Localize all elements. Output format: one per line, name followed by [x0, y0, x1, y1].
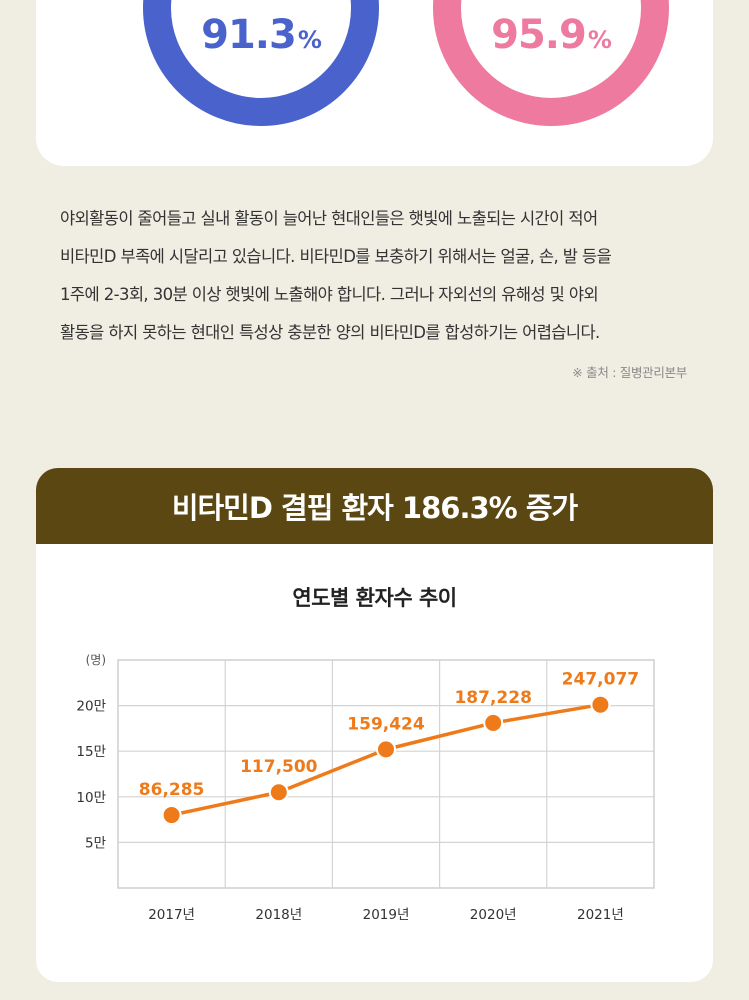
description-text: 야외활동이 줄어들고 실내 활동이 늘어난 현대인들은 햇빛에 노출되는 시간이…	[60, 200, 700, 352]
data-point	[161, 805, 182, 826]
description-line: 야외활동이 줄어들고 실내 활동이 늘어난 현대인들은 햇빛에 노출되는 시간이…	[60, 209, 598, 228]
data-point	[483, 712, 504, 733]
y-tick-label: 20만	[76, 699, 106, 715]
x-tick-label: 2021년	[577, 907, 624, 923]
right-percentage: 95.9%	[491, 12, 612, 58]
section-header: 비타민D 결핍 환자 186.3% 증가	[36, 468, 713, 544]
x-tick-label: 2020년	[470, 907, 517, 923]
description-line: 비타민D 부족에 시달리고 있습니다. 비타민D를 보충하기 위해서는 얼굴, …	[60, 247, 612, 266]
data-point	[376, 739, 396, 760]
data-point	[590, 694, 611, 715]
data-point	[268, 782, 289, 803]
x-tick-label: 2019년	[363, 907, 410, 923]
line-chart: 5만 10만 15만 20만 (명) 2017년 2018년 2019년 2020년 2021년 8…	[76, 653, 655, 923]
y-tick-label: 5만	[85, 835, 106, 851]
chart-title: 연도별 환자수 추이	[292, 586, 457, 610]
left-percentage: 91.3%	[201, 12, 322, 58]
x-tick-label: 2018년	[255, 907, 302, 923]
source-note: ※ 출처 : 질병관리본부	[572, 365, 687, 380]
y-axis-unit: (명)	[86, 653, 106, 667]
description-line: 1주에 2-3회, 30분 이상 햇빛에 노출해야 합니다. 그러나 자외선의 …	[60, 285, 599, 304]
data-label: 159,424	[347, 714, 425, 734]
chart-card: 비타민D 결핍 환자 186.3% 증가 연도별 환자수 추이 5만 10만 15만…	[36, 468, 713, 982]
description-line: 활동을 하지 못하는 현대인 특성상 충분한 양의 비타민D를 합성하기는 어렵…	[60, 323, 600, 342]
plot-frame	[117, 659, 655, 889]
data-label: 86,285	[139, 780, 205, 800]
y-tick-label: 15만	[76, 744, 106, 760]
y-tick-label: 10만	[76, 790, 106, 806]
data-label: 247,077	[562, 670, 639, 690]
x-tick-label: 2017년	[148, 907, 195, 923]
data-label: 117,500	[240, 757, 318, 777]
stats-card: 91.3% 95.9%	[36, 0, 713, 166]
data-label: 187,228	[454, 688, 531, 708]
